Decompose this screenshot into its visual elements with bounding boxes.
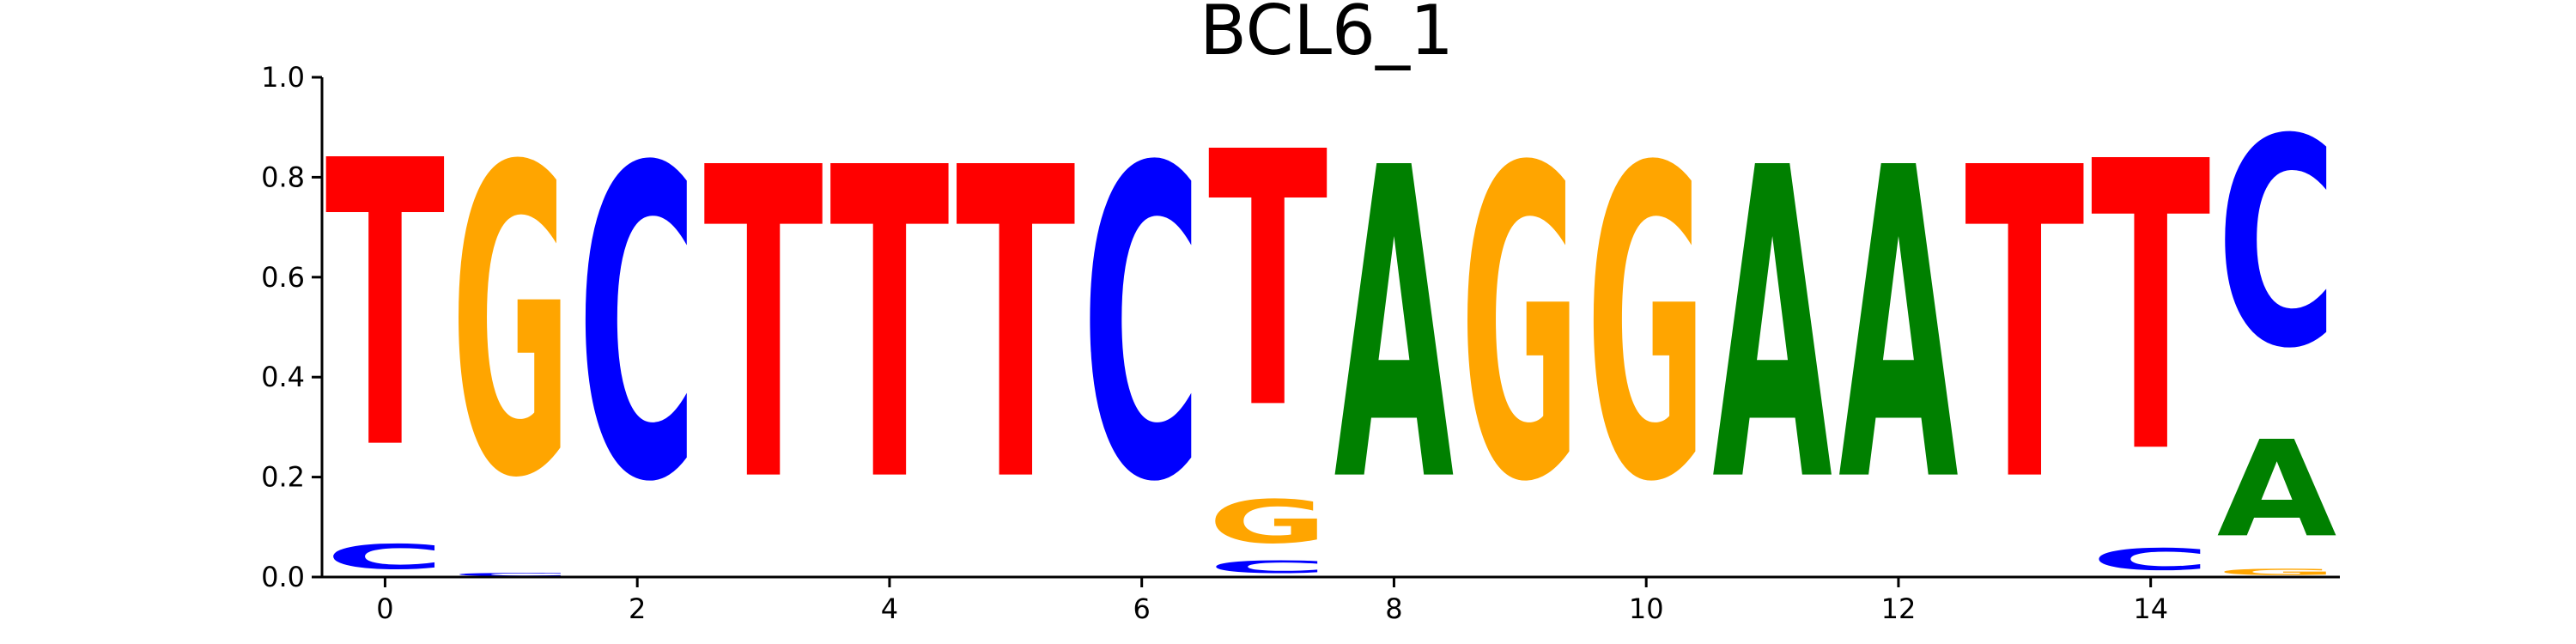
logo-letter-t-pos-4: T [829,78,951,575]
y-tick-label: 0.4 [261,361,305,393]
logo-letter-t-pos-0: T [325,78,447,536]
logo-letter-t-pos-5: T [956,78,1077,575]
logo-letter-a-pos-15: A [2217,412,2337,567]
logo-letter-t-pos-13: T [1965,78,2086,575]
y-tick-label: 0.2 [261,461,305,494]
chart-title: BCL6_1 [1200,0,1454,70]
logo-letter-c-pos-0: C [325,538,446,577]
logo-letter-t-pos-14: T [2091,79,2212,541]
x-tick-label: 2 [629,592,646,625]
x-tick-label: 14 [2133,592,2168,625]
logo-letter-a-pos-12: A [1838,80,1959,576]
logo-letter-c-pos-7: C [1208,557,1328,577]
logo-letter-g-pos-15: G [2217,567,2337,577]
logo-letter-g-pos-10: G [1586,78,1706,575]
x-tick-label: 4 [881,592,898,625]
logo-letter-g-pos-9: G [1461,78,1581,575]
x-tick-label: 0 [376,592,393,625]
y-tick-label: 0.6 [261,261,305,294]
y-tick-label: 1.0 [261,61,305,94]
logo-letter-c-pos-15: C [2217,77,2337,410]
axes: 0.0 0.2 0.4 0.6 0.8 1.0 0 2 4 6 8 10 12 14 [261,61,2340,625]
x-tick-label: 10 [1629,592,1664,625]
logo-letter-c-pos-6: C [1082,77,1202,575]
logo-letter-a-pos-8: A [1334,80,1455,576]
logo-letter-a-pos-11: A [1712,80,1833,576]
logo-letter-g-pos-7: G [1208,487,1328,557]
logo-letter-t-pos-3: T [703,78,824,575]
x-tick-label: 8 [1385,592,1402,625]
y-tick-label: 0.0 [261,561,305,593]
logo-letter-g-pos-1: G [452,78,572,571]
logo-letter-c-pos-2: C [577,77,697,575]
logo-letter-c-pos-14: C [2091,543,2211,578]
x-tick-label: 12 [1881,592,1917,625]
logo-letter-c-pos-1: C [452,572,572,577]
logo-letter-t-pos-7: T [1208,80,1329,487]
x-tick-label: 6 [1133,592,1151,625]
y-tick-label: 0.8 [261,161,305,193]
